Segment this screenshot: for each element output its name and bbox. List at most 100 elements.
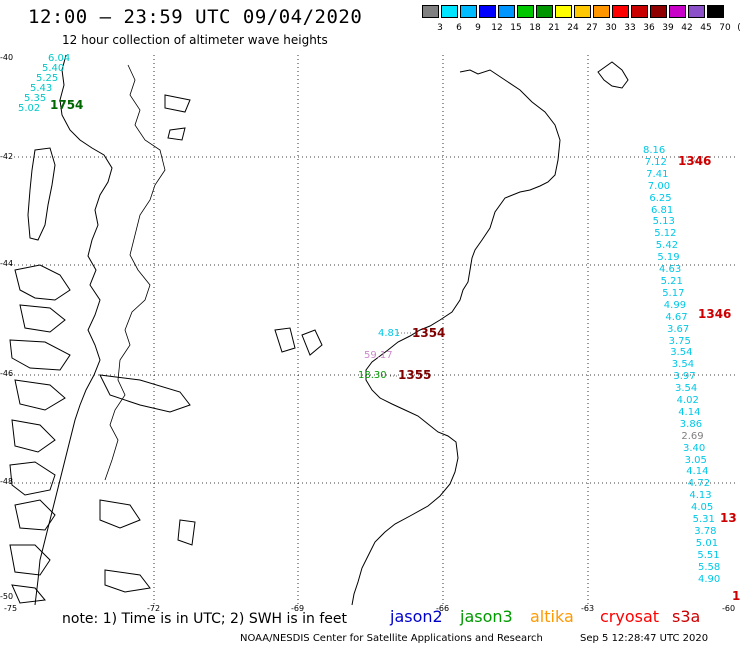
lat-label-46: -46 <box>0 369 14 378</box>
timestamp-text: Sep 5 12:28:47 UTC 2020 <box>580 633 709 644</box>
color-swatch <box>517 5 534 18</box>
color-swatch <box>669 5 686 18</box>
color-swatch <box>460 5 477 18</box>
color-swatch <box>612 5 629 18</box>
wave-height-value: 5.51 <box>697 549 720 561</box>
track-1354-label: 1354 <box>412 326 446 340</box>
color-swatch <box>441 5 458 18</box>
grid-lines <box>10 55 735 605</box>
lon-label-72: -72 <box>147 604 161 613</box>
wave-height-value: 4.67 <box>665 311 688 323</box>
page-title: 12:00 – 23:59 UTC 09/04/2020 <box>28 6 363 28</box>
legend-altika: altika <box>530 607 574 626</box>
color-scale-label: 33 <box>624 23 636 33</box>
wave-height-value: 7.00 <box>647 180 671 192</box>
track-1754-label: 1754 <box>50 98 84 112</box>
argentina-coastline <box>351 69 561 606</box>
fjord-islands-1 <box>9 264 71 411</box>
fjord-islands-2 <box>9 419 56 604</box>
color-swatch <box>479 5 496 18</box>
color-scale-label: 18 <box>529 23 541 33</box>
wave-height-value: 4.90 <box>698 573 721 585</box>
wave-height-value: 3.54 <box>670 347 693 359</box>
track-1-label: 1 <box>732 589 740 603</box>
color-swatch <box>631 5 648 18</box>
color-scale-label: 3 <box>437 23 443 33</box>
wave-height-value: 4.13 <box>689 490 712 502</box>
color-scale-label: (ft) <box>734 23 740 33</box>
lon-label-63: -63 <box>581 604 595 613</box>
lon-label-75: -75 <box>4 604 18 613</box>
wave-height-value: 5.02 <box>18 103 41 114</box>
wave-height-value: 4.72 <box>687 478 711 490</box>
page-subtitle: 12 hour collection of altimeter wave hei… <box>62 33 328 47</box>
wave-height-value: 7.12 <box>644 156 667 168</box>
wave-height-value: 3.67 <box>667 323 690 335</box>
legend-jason3: jason3 <box>460 607 513 626</box>
color-scale-label: 15 <box>510 23 522 33</box>
lat-label-42: -42 <box>0 152 14 161</box>
footer-note: note: 1) Time is in UTC; 2) SWH is in fe… <box>62 611 348 627</box>
legend-cryosat: cryosat <box>600 607 660 626</box>
color-swatch <box>688 5 705 18</box>
wave-height-value: 5.01 <box>695 537 719 549</box>
track-1346-label: 1346 <box>678 154 712 168</box>
chile-coastline-main <box>34 54 113 606</box>
wave-height-value: 3.86 <box>679 418 703 430</box>
wave-height-value: 5.35 <box>24 93 47 104</box>
wave-height-value: 7.41 <box>646 168 669 180</box>
wave-height-value: 4.99 <box>663 299 687 311</box>
wave-height-value: 3.78 <box>694 526 717 537</box>
wave-height-value: 3.05 <box>684 454 707 466</box>
wave-height-value: 4.05 <box>691 502 714 514</box>
color-scale-label: 27 <box>586 23 598 33</box>
color-swatch <box>498 5 515 18</box>
color-scale-label: 45 <box>700 23 712 33</box>
color-swatch <box>650 5 667 18</box>
color-scale-label: 6 <box>456 23 462 33</box>
track-1354-value: 4.81 <box>378 328 401 339</box>
color-swatch <box>536 5 553 18</box>
wave-height-value: 5.43 <box>30 83 53 94</box>
track-1355-value-2: 18.30 <box>358 370 387 381</box>
color-scale-label: 30 <box>605 23 617 33</box>
wave-height-value: 5.58 <box>698 561 721 573</box>
color-scale-label: 39 <box>662 23 674 33</box>
wave-height-value: 5.31 <box>692 514 715 526</box>
track-1346-values: 8.16 7.12 7.41 7.00 6.25 6.81 5.13 5.12 5.42 5.19… <box>638 145 723 586</box>
wave-height-value: 5.13 <box>652 216 675 228</box>
track-1346-label-2: 1346 <box>698 307 732 321</box>
wave-height-value: 3.54 <box>675 383 698 395</box>
wave-height-value: 4.14 <box>686 466 709 478</box>
andes-border <box>104 64 166 481</box>
wave-height-value: 5.42 <box>655 240 679 252</box>
color-scale-label: 36 <box>643 23 655 33</box>
wave-height-value: 4.02 <box>676 395 699 407</box>
color-scale-label: 42 <box>681 23 693 33</box>
track-1754-values: 6.04 5.40 5.25 5.43 5.35 5.02 <box>14 54 74 114</box>
wave-height-value: 4.63 <box>659 264 682 276</box>
lat-label-44: -44 <box>0 259 14 268</box>
lat-label-50: -50 <box>0 592 14 601</box>
lat-label-40: -40 <box>0 53 14 62</box>
color-swatch <box>555 5 572 18</box>
lat-label-48: -48 <box>0 477 14 486</box>
wave-height-value: 6.81 <box>651 204 674 216</box>
track-1355-value-1: 59.17 <box>364 350 393 361</box>
wave-height-value: 3.97 <box>673 371 696 383</box>
lon-label-66: -66 <box>436 604 450 613</box>
color-swatch <box>574 5 591 18</box>
lon-label-60: -60 <box>722 604 736 613</box>
wave-height-value: 5.25 <box>36 73 59 84</box>
chiloe-island <box>27 147 56 241</box>
wave-height-value: 6.04 <box>48 53 71 64</box>
color-scale-label: 24 <box>567 23 579 33</box>
wave-height-value: 5.17 <box>662 287 685 299</box>
track-13-label: 13 <box>720 511 737 525</box>
color-swatch <box>593 5 610 18</box>
color-swatch <box>707 5 724 18</box>
wave-height-value: 5.21 <box>660 275 683 287</box>
wave-height-value: 3.75 <box>668 335 691 347</box>
credit-text: NOAA/NESDIS Center for Satellite Applica… <box>240 633 543 644</box>
